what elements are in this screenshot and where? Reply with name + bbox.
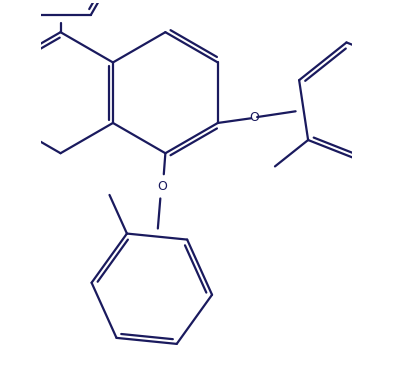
Text: O: O xyxy=(249,111,259,124)
Text: O: O xyxy=(157,180,167,193)
